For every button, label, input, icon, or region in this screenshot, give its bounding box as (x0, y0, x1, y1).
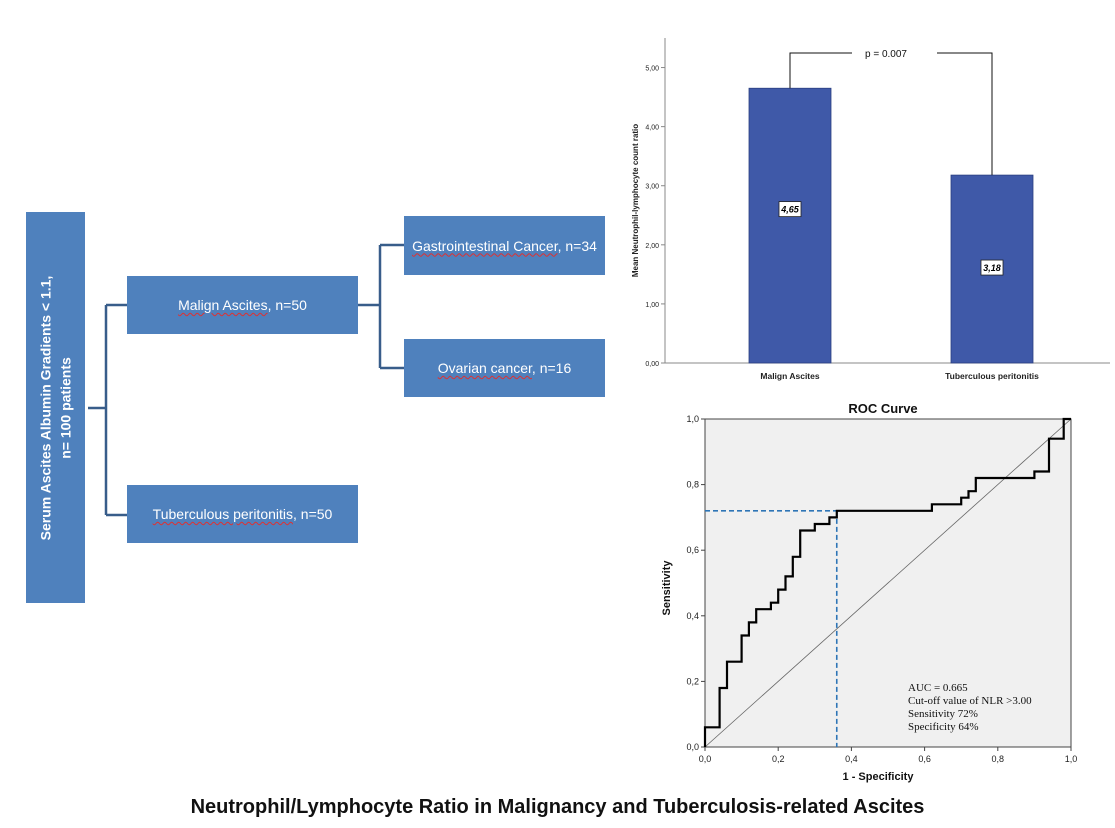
roc-annotation: Cut-off value of NLR >3.00 (908, 695, 1032, 707)
bar (748, 87, 832, 364)
bar-y-tick-label: 3,00 (645, 184, 659, 191)
gi-cancer-node: Gastrointestinal Cancer, n=34 (404, 216, 605, 275)
p-value-label: p = 0.007 (865, 49, 907, 60)
root-line2: n= 100 patients (57, 356, 74, 459)
p-value-bracket-left (789, 52, 852, 89)
bar-value-label-box (778, 201, 802, 218)
roc-x-tick-label: 0,6 (918, 754, 931, 764)
malign-count: , n=50 (267, 297, 307, 313)
roc-x-tick-label: 1,0 (1065, 754, 1078, 764)
root-line1: Serum Ascites Albumin Gradients < 1.1, (37, 275, 54, 540)
bar-category-label: Tuberculous peritonitis (945, 371, 1039, 381)
roc-reference-line (704, 418, 1072, 748)
ovarian-node: Ovarian cancer, n=16 (404, 339, 605, 397)
figure-caption: Neutrophil/Lymphocyte Ratio in Malignanc… (190, 796, 925, 818)
roc-x-tick-label: 0,4 (845, 754, 858, 764)
roc-x-tick-label: 0,8 (992, 754, 1005, 764)
tuberculous-node: Tuberculous peritonitis, n=50 (127, 485, 358, 543)
p-value-bracket-right (937, 52, 993, 176)
bar-y-tick-label: 0,00 (645, 361, 659, 368)
bar-value-label-box (980, 259, 1004, 276)
roc-y-tick-label: 1,0 (686, 414, 699, 424)
malign-label: Malign Ascites (178, 297, 268, 313)
bar-y-axis-label: Mean Neutrophil-lymphocyte count ratio (631, 124, 640, 277)
roc-x-axis-label: 1 - Specificity (843, 771, 915, 783)
roc-y-axis-label: Sensitivity (661, 560, 673, 616)
ovarian-label: Ovarian cancer (437, 360, 532, 376)
roc-y-tick-label: 0,8 (686, 480, 699, 490)
bar-category-label: Malign Ascites (760, 371, 819, 381)
roc-x-tick-label: 0,2 (772, 754, 785, 764)
bar-y-tick-label: 2,00 (645, 243, 659, 250)
roc-title: ROC Curve (848, 401, 917, 416)
gi-count: , n=34 (557, 237, 597, 254)
gi-label: Gastrointestinal Cancer (412, 237, 558, 254)
roc-curve (703, 417, 1071, 747)
roc-annotation: AUC = 0.665 (908, 682, 968, 694)
bar-y-tick-label: 5,00 (645, 66, 659, 73)
bar-y-tick-label: 4,00 (645, 125, 659, 132)
roc-y-tick-label: 0,4 (686, 611, 699, 621)
ovarian-count: , n=16 (531, 360, 572, 376)
tb-label: Tuberculous peritonitis (152, 506, 293, 522)
roc-annotation: Sensitivity 72% (908, 708, 978, 720)
bar-y-tick-label: 1,00 (645, 302, 659, 309)
root-node: Serum Ascites Albumin Gradients < 1.1, n… (26, 212, 85, 603)
roc-y-tick-label: 0,0 (686, 742, 699, 752)
roc-y-tick-label: 0,6 (686, 545, 699, 555)
roc-chart: ROC Curve 0,0 0,2 0,4 0,6 0,8 1,0 0,0 0,2 0,4 0,6 0… (661, 401, 1078, 783)
bar-value-label: 4,65 (780, 205, 800, 215)
malign-ascites-node: Malign Ascites, n=50 (127, 276, 358, 334)
roc-annotation: Specificity 64% (908, 721, 979, 733)
roc-x-tick-label: 0,0 (699, 754, 712, 764)
bar-chart: 0,00 1,00 2,00 3,00 4,00 5,00 Mean Neutrophil-… (631, 38, 1110, 381)
bar-value-label: 3,18 (983, 263, 1001, 273)
tb-count: , n=50 (293, 506, 333, 522)
roc-y-tick-label: 0,2 (686, 676, 699, 686)
